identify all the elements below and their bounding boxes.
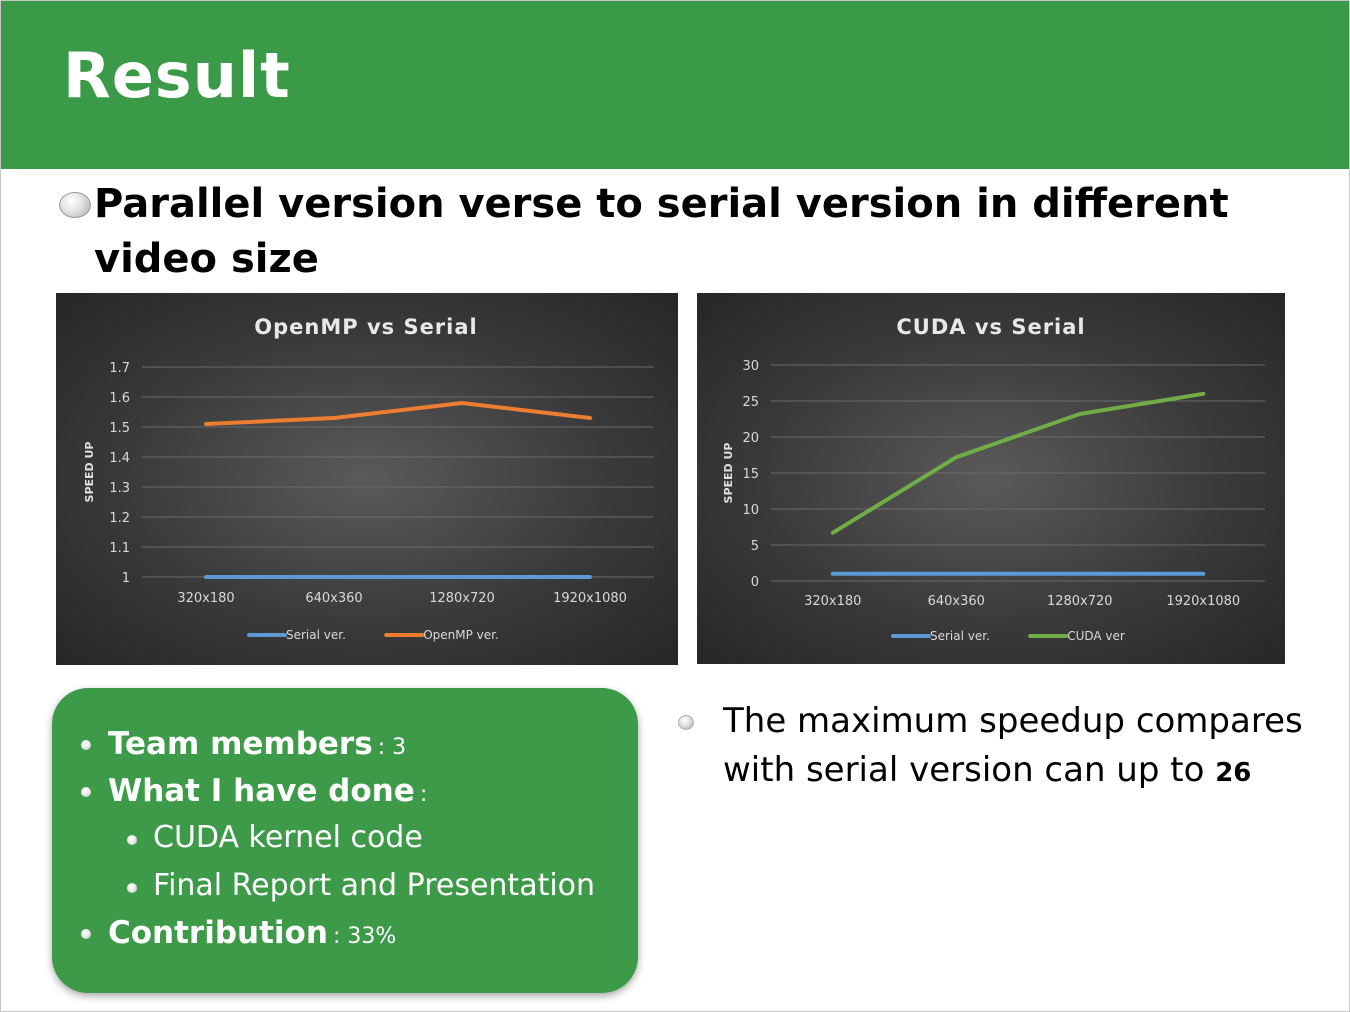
openmp-x-tick-label: 320x180	[177, 591, 234, 606]
openmp-legend-label: Serial ver.	[286, 628, 346, 642]
done-item: Final Report and Presentation	[153, 868, 596, 903]
cuda-x-tick-label: 1280x720	[1047, 594, 1113, 609]
bullet-dot-icon	[81, 929, 91, 939]
speedup-note: The maximum speedup compares with serial…	[723, 697, 1343, 798]
cuda-legend-label: CUDA ver	[1067, 629, 1125, 643]
openmp-y-tick-label: 1.1	[109, 541, 130, 556]
main-bullet-text: Parallel version verse to serial version…	[94, 181, 1229, 282]
cuda-y-axis-label: SPEED UP	[722, 443, 735, 504]
openmp-y-tick-label: 1.4	[109, 451, 130, 466]
speedup-note-text: The maximum speedup compares with serial…	[723, 701, 1303, 790]
openmp-y-tick-label: 1.3	[109, 481, 130, 496]
openmp-y-tick-label: 1.2	[109, 511, 130, 526]
what-done-value: :	[419, 782, 428, 807]
openmp-chart-title: OpenMP vs Serial	[254, 315, 477, 339]
cuda-x-tick-label: 640x360	[928, 594, 985, 609]
bullet-dot-icon	[81, 787, 91, 797]
header-bar: Result	[1, 1, 1349, 169]
openmp-y-tick-label: 1.5	[109, 421, 130, 436]
cuda-chart: CUDA vs Serial 0 5 10 15 20 25 30 320x180 640x360…	[697, 293, 1285, 664]
openmp-x-tick-label: 640x360	[305, 591, 362, 606]
openmp-y-axis-label: SPEED UP	[83, 442, 96, 503]
bullet-icon	[59, 192, 91, 218]
what-done-item: What I have done :	[108, 773, 427, 809]
openmp-y-tick-label: 1.6	[109, 391, 130, 406]
cuda-x-tick-label: 1920x1080	[1166, 594, 1240, 609]
openmp-x-tick-label: 1920x1080	[553, 591, 627, 606]
cuda-y-tick-label: 30	[742, 359, 759, 374]
openmp-legend-label: OpenMP ver.	[423, 628, 499, 642]
openmp-y-tick-label: 1	[122, 571, 130, 586]
team-members-item: Team members : 3	[108, 726, 406, 762]
openmp-chart: OpenMP vs Serial 1 1.1 1.2 1.3 1.4 1.5 1.6 1.7 32…	[56, 293, 678, 665]
cuda-y-tick-label: 0	[751, 575, 759, 590]
contribution-label: Contribution	[108, 915, 328, 951]
cuda-y-tick-label: 5	[751, 539, 759, 554]
openmp-series-line-2	[204, 401, 592, 426]
bullet-dot-icon	[127, 883, 137, 893]
cuda-chart-title: CUDA vs Serial	[896, 315, 1085, 339]
cuda-chart-svg: CUDA vs Serial 0 5 10 15 20 25 30 320x180 640x360…	[722, 315, 1265, 643]
info-box: Team members : 3 What I have done : CUDA…	[52, 688, 638, 993]
cuda-y-tick-label: 25	[742, 395, 759, 410]
slide-title: Result	[63, 39, 291, 112]
bullet-dot-icon	[127, 835, 137, 845]
cuda-legend-label: Serial ver.	[930, 629, 990, 643]
bullet-dot-icon	[81, 740, 91, 750]
cuda-y-tick-label: 20	[742, 431, 759, 446]
team-members-value: : 3	[377, 735, 407, 760]
contribution-item: Contribution : 33%	[108, 915, 396, 951]
team-members-label: Team members	[108, 726, 373, 762]
cuda-series-line-2	[830, 391, 1206, 535]
done-item: CUDA kernel code	[153, 820, 423, 855]
bullet-icon	[678, 715, 694, 730]
cuda-y-tick-label: 15	[742, 467, 759, 482]
openmp-x-tick-label: 1280x720	[429, 591, 495, 606]
speedup-note-value: 26	[1215, 758, 1252, 788]
what-done-label: What I have done	[108, 773, 415, 809]
cuda-y-tick-label: 10	[742, 503, 759, 518]
cuda-x-tick-label: 320x180	[804, 594, 861, 609]
openmp-y-tick-label: 1.7	[109, 361, 130, 376]
openmp-chart-svg: OpenMP vs Serial 1 1.1 1.2 1.3 1.4 1.5 1.6 1.7 32…	[83, 315, 654, 642]
contribution-value: : 33%	[333, 924, 397, 949]
